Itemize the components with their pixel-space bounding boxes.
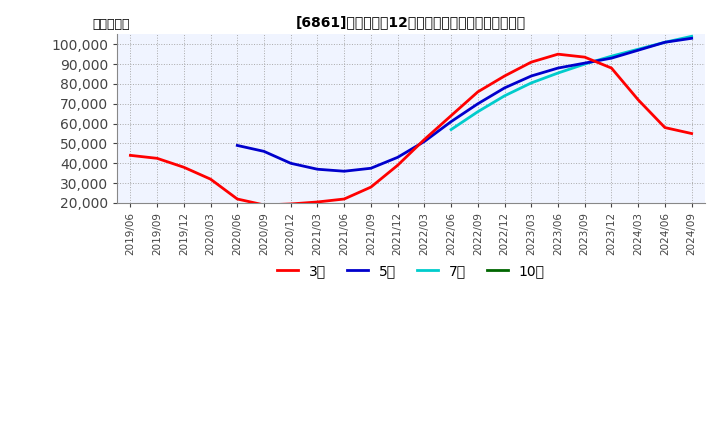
3年	[474, 89, 482, 95]
3年	[287, 202, 295, 207]
7年	[688, 34, 696, 39]
3年	[393, 163, 402, 168]
5年	[420, 139, 428, 144]
5年	[366, 165, 375, 171]
5年	[607, 55, 616, 61]
Title: [6861]　経常利益12か月移動合計の標準偏差の推移: [6861] 経常利益12か月移動合計の標準偏差の推移	[296, 15, 526, 29]
5年	[393, 155, 402, 160]
3年	[366, 184, 375, 190]
3年	[500, 73, 509, 79]
3年	[260, 202, 269, 208]
7年	[634, 47, 642, 52]
Line: 5年: 5年	[238, 38, 692, 171]
5年	[260, 149, 269, 154]
5年	[287, 161, 295, 166]
5年	[527, 73, 536, 79]
3年	[126, 153, 135, 158]
3年	[634, 97, 642, 103]
7年	[500, 93, 509, 99]
Y-axis label: （百万円）: （百万円）	[92, 18, 130, 31]
7年	[607, 54, 616, 59]
5年	[634, 48, 642, 53]
3年	[554, 51, 562, 57]
3年	[179, 165, 188, 170]
5年	[500, 85, 509, 91]
5年	[554, 66, 562, 71]
7年	[527, 80, 536, 85]
3年	[607, 66, 616, 71]
5年	[688, 36, 696, 41]
3年	[580, 55, 589, 60]
3年	[688, 131, 696, 136]
Legend: 3年, 5年, 7年, 10年: 3年, 5年, 7年, 10年	[271, 259, 550, 284]
7年	[474, 109, 482, 114]
5年	[340, 169, 348, 174]
3年	[206, 176, 215, 182]
5年	[580, 60, 589, 66]
3年	[313, 199, 322, 205]
3年	[447, 113, 456, 118]
5年	[474, 101, 482, 106]
3年	[340, 196, 348, 202]
5年	[447, 119, 456, 124]
7年	[580, 62, 589, 67]
7年	[554, 70, 562, 76]
5年	[660, 40, 669, 45]
Line: 7年: 7年	[451, 37, 692, 129]
3年	[660, 125, 669, 130]
3年	[420, 137, 428, 142]
7年	[447, 127, 456, 132]
5年	[233, 143, 242, 148]
7年	[660, 40, 669, 45]
3年	[233, 196, 242, 202]
3年	[527, 59, 536, 65]
3年	[153, 156, 161, 161]
5年	[313, 167, 322, 172]
Line: 3年: 3年	[130, 54, 692, 205]
